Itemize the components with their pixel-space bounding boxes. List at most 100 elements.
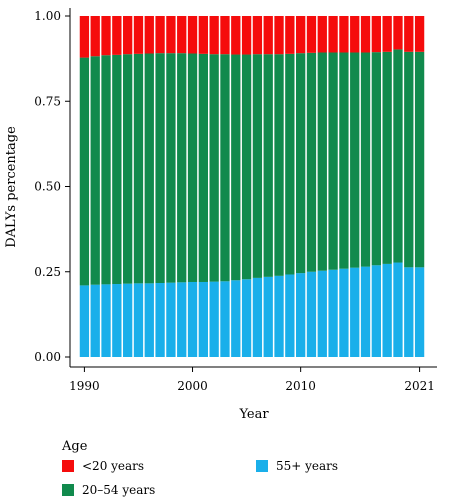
- bar-segment: [133, 53, 144, 284]
- bar-segment: [220, 16, 230, 55]
- legend-swatch-20-54: [62, 484, 74, 496]
- bar-segment: [296, 53, 306, 274]
- bar-segment: [274, 275, 284, 357]
- bar-segment: [393, 49, 403, 263]
- bar-segment: [296, 273, 306, 357]
- bar-segment: [317, 16, 327, 53]
- bar-segment: [90, 16, 100, 57]
- bar-segment: [339, 52, 349, 269]
- bar-segment: [306, 52, 317, 272]
- bar-segment: [155, 283, 165, 357]
- y-axis-title: DALYs percentage: [4, 126, 19, 248]
- bar-segment: [414, 267, 425, 357]
- bar-segment: [296, 16, 306, 54]
- bar-segment: [155, 16, 165, 54]
- bar-segment: [112, 16, 122, 55]
- bar-segment: [350, 52, 360, 268]
- y-tick-label: 0.50: [34, 180, 61, 194]
- bar-segment: [404, 16, 414, 52]
- bar-segment: [306, 271, 317, 357]
- bar-segment: [144, 283, 154, 357]
- x-tick-label: 2021: [404, 379, 435, 393]
- bar-segment: [187, 53, 198, 282]
- bar-segment: [371, 52, 381, 266]
- bar-segment: [209, 16, 219, 55]
- x-tick-label: 1990: [69, 379, 100, 393]
- bar-segment: [177, 16, 187, 54]
- bar-segment: [112, 54, 122, 285]
- x-ticks-group: 1990 2000 2010 2021: [69, 367, 435, 393]
- legend-title: Age: [61, 439, 88, 454]
- bar-segment: [209, 281, 219, 357]
- bar-segment: [79, 57, 90, 286]
- bar-segment: [187, 16, 198, 54]
- axes-group: [69, 8, 437, 368]
- bar-segment: [360, 52, 371, 267]
- bar-segment: [187, 281, 198, 357]
- bar-segment: [393, 16, 403, 50]
- bar-segment: [112, 284, 122, 357]
- bar-segment: [90, 284, 100, 357]
- y-tick-label: 1.00: [34, 9, 61, 23]
- bar-segment: [252, 277, 263, 357]
- bar-segment: [166, 282, 176, 357]
- bar-segment: [328, 52, 338, 270]
- bar-segment: [274, 16, 284, 55]
- bar-segment: [123, 16, 133, 55]
- bar-segment: [285, 16, 295, 54]
- bar-segment: [79, 16, 90, 58]
- bar-segment: [133, 283, 144, 357]
- legend-label-20-54: 20–54 years: [82, 483, 155, 497]
- bar-segment: [328, 16, 338, 53]
- bar-segment: [317, 270, 327, 357]
- bar-segment: [220, 281, 230, 357]
- bar-segment: [198, 53, 208, 282]
- bar-segment: [382, 16, 392, 52]
- bar-segment: [177, 282, 187, 357]
- bar-segment: [393, 262, 403, 357]
- bar-segment: [231, 280, 241, 357]
- bar-segment: [285, 274, 295, 357]
- bar-segment: [371, 16, 381, 53]
- bar-segment: [101, 55, 111, 285]
- bar-segment: [133, 16, 144, 54]
- bar-segment: [328, 269, 338, 357]
- y-tick-label: 0.25: [34, 265, 61, 279]
- bar-segment: [317, 52, 327, 271]
- bar-segment: [231, 16, 241, 55]
- bar-segment: [404, 267, 414, 357]
- bar-segment: [198, 281, 208, 357]
- bar-segment: [79, 285, 90, 357]
- y-tick-label: 0.00: [34, 350, 61, 364]
- bar-segment: [382, 51, 392, 264]
- bar-segment: [220, 54, 230, 282]
- bar-segment: [404, 51, 414, 268]
- bar-segment: [382, 263, 392, 357]
- bar-segment: [360, 16, 371, 53]
- bar-segment: [360, 266, 371, 357]
- bar-segment: [155, 53, 165, 283]
- legend-label-under-20: <20 years: [82, 459, 144, 473]
- x-axis-title: Year: [238, 407, 269, 422]
- bar-segment: [209, 54, 219, 282]
- bar-segment: [231, 54, 241, 281]
- y-tick-label: 0.75: [34, 94, 61, 108]
- bar-segment: [241, 16, 252, 55]
- bar-segment: [177, 53, 187, 283]
- bar-segment: [198, 16, 208, 54]
- bar-segment: [166, 53, 176, 283]
- bar-segment: [263, 54, 273, 277]
- bar-segment: [166, 16, 176, 54]
- bar-segment: [123, 283, 133, 357]
- bar-segment: [123, 54, 133, 284]
- legend-swatch-under-20: [62, 460, 74, 472]
- bar-segment: [414, 51, 425, 268]
- y-ticks-group: 0.00 0.25 0.50 0.75 1.00: [34, 9, 70, 364]
- bar-segment: [252, 16, 263, 55]
- x-tick-label: 2010: [285, 379, 316, 393]
- bar-segment: [306, 16, 317, 53]
- bar-segment: [350, 267, 360, 357]
- bar-segment: [90, 56, 100, 285]
- bar-segment: [339, 268, 349, 357]
